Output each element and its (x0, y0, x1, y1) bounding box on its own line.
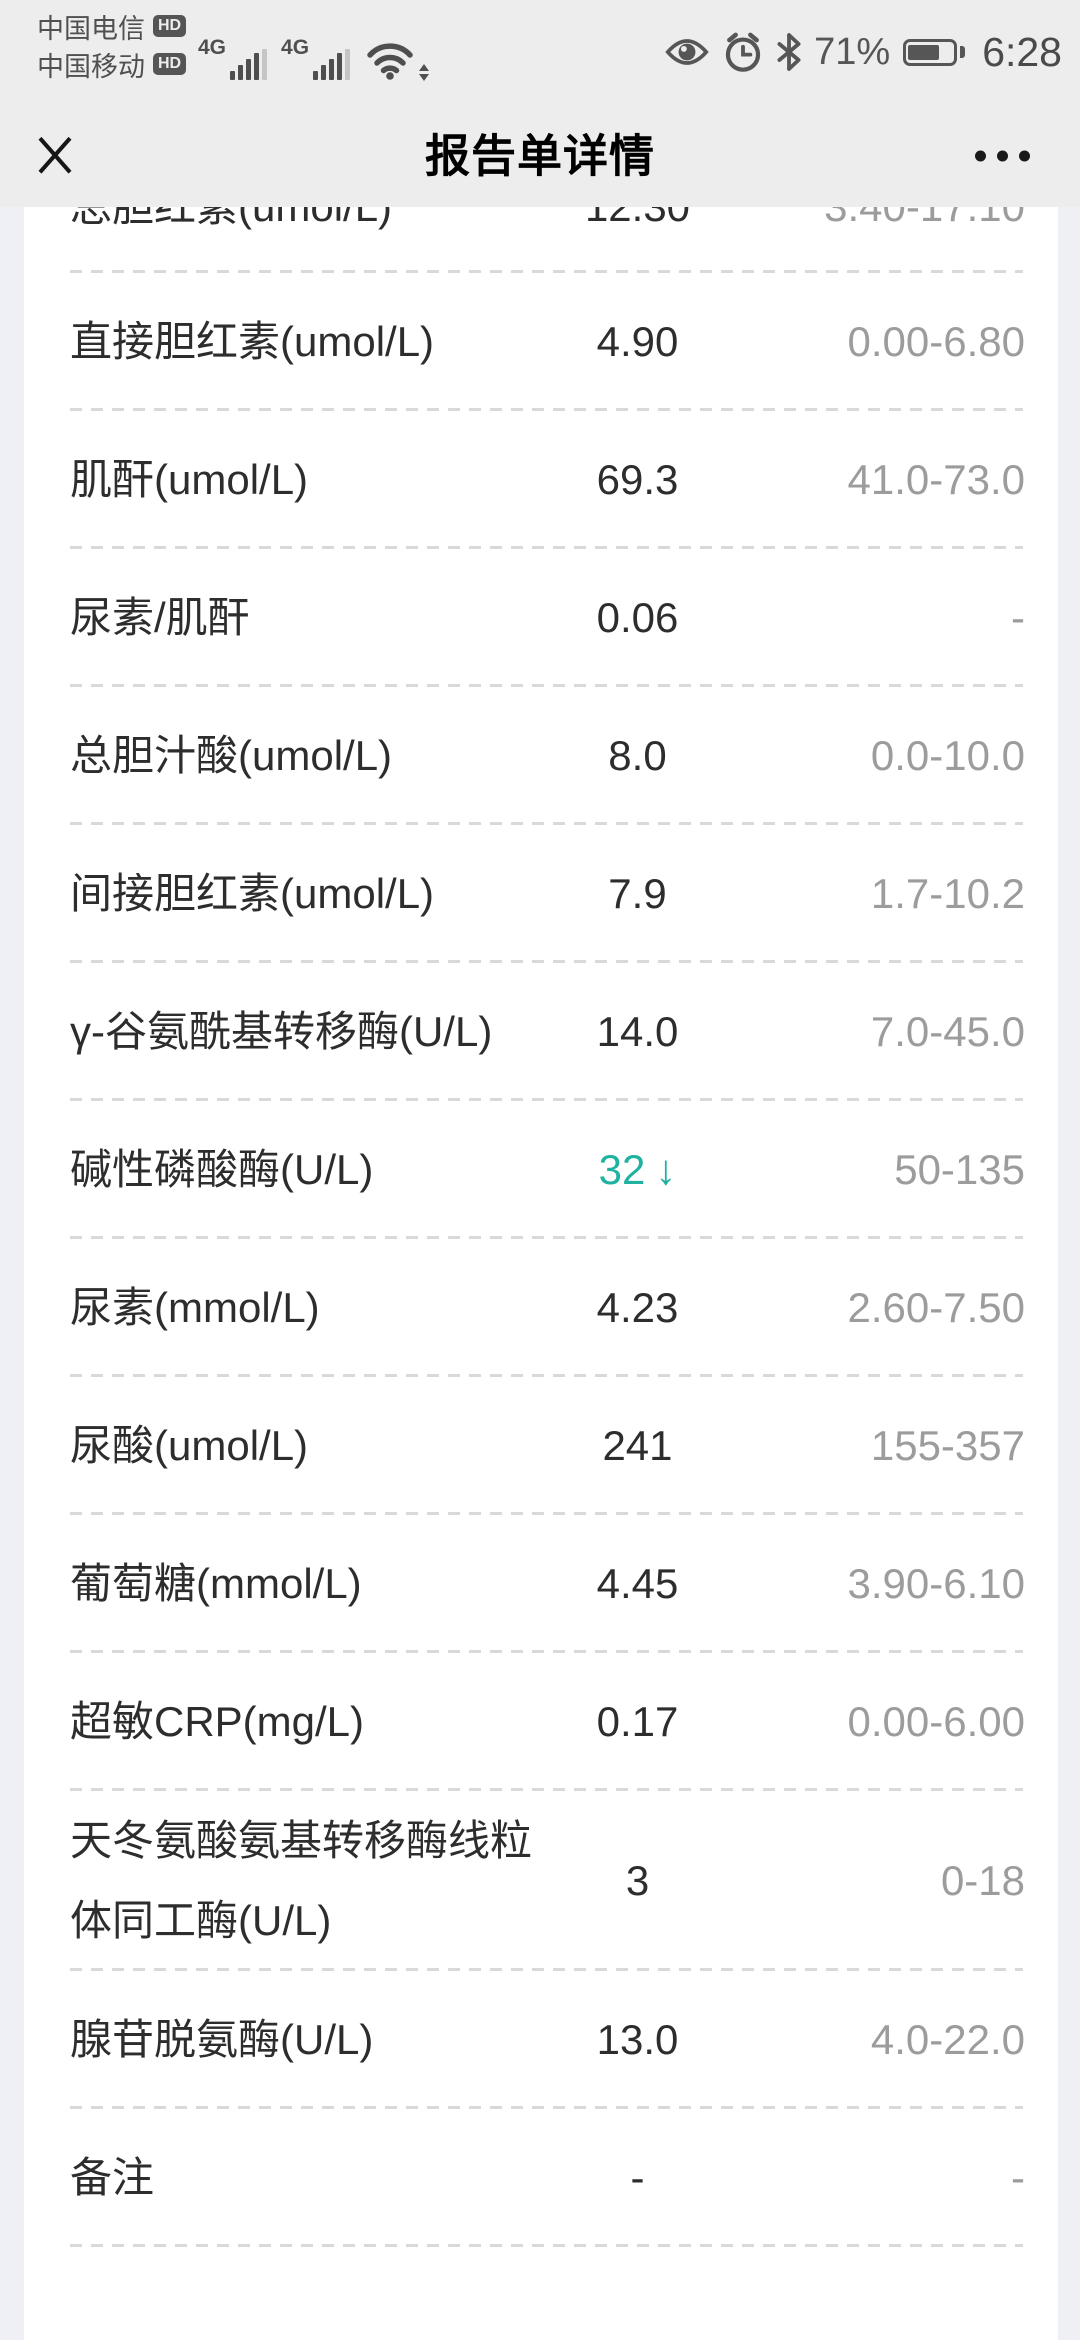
more-dots-icon[interactable] (975, 150, 1030, 161)
battery-percent: 71% (814, 30, 891, 73)
signal-cluster: 4G 4G (198, 24, 430, 81)
test-name: 肌酐(umol/L) (70, 456, 309, 503)
battery-icon (903, 38, 966, 66)
sim2-signal: 4G (281, 36, 351, 80)
reference-range: 0-18 (940, 1857, 1025, 1904)
test-name: 备注 (70, 2154, 155, 2201)
carrier-name: 中国电信 (37, 13, 145, 44)
page-title: 报告单详情 (424, 130, 655, 182)
test-value: 4.90 (596, 318, 679, 365)
test-value: 0.17 (596, 1698, 679, 1745)
test-value: 0.06 (596, 594, 679, 641)
test-value: 4.23 (596, 1284, 679, 1331)
lab-result-row: 直接胆红素(umol/L) 4.90 0.00-6.80 (70, 273, 1025, 411)
reference-range: 0.00-6.80 (847, 318, 1025, 365)
test-name: 天冬氨酸氨基转移酶线粒体同工酶(U/L) (70, 1817, 533, 1944)
lab-result-row: 肌酐(umol/L) 69.3 41.0-73.0 (70, 411, 1025, 549)
test-name: 腺苷脱氨酶(U/L) (70, 2016, 374, 2063)
down-arrow-icon: ↓ (655, 1146, 677, 1193)
signal-bars-icon (230, 49, 268, 80)
test-value: 8.0 (608, 732, 667, 779)
lab-result-row: 腺苷脱氨酶(U/L) 13.0 4.0-22.0 (70, 1971, 1025, 2109)
network-type-label: 4G (198, 36, 227, 59)
lab-result-row: 超敏CRP(mg/L) 0.17 0.00-6.00 (70, 1653, 1025, 1791)
status-bar: 中国电信 HD 中国移动 HD 4G 4G (0, 0, 1080, 104)
reference-range: 1.7-10.2 (870, 870, 1025, 917)
network-type-label: 4G (281, 36, 310, 59)
test-name: γ-谷氨酰基转移酶(U/L) (70, 1008, 493, 1055)
sim1-signal: 4G (198, 36, 268, 80)
test-name: 葡萄糖(mmol/L) (70, 1560, 362, 1607)
test-name: 碱性磷酸酶(U/L) (70, 1146, 374, 1193)
top-bar: 中国电信 HD 中国移动 HD 4G 4G (0, 0, 1080, 207)
eye-comfort-icon (665, 36, 709, 68)
close-icon[interactable] (35, 132, 75, 176)
wifi-direction-icon (418, 63, 430, 82)
lab-result-row: 备注 - - (70, 2109, 1025, 2247)
test-value: 3 (625, 1857, 650, 1904)
signal-bars-icon (313, 49, 351, 80)
test-name: 直接胆红素(umol/L) (70, 318, 435, 365)
carrier-labels: 中国电信 HD 中国移动 HD (37, 7, 187, 83)
lab-result-row: 葡萄糖(mmol/L) 4.45 3.90-6.10 (70, 1515, 1025, 1653)
reference-range: 0.00-6.00 (847, 1698, 1025, 1745)
test-value: - (630, 2154, 645, 2201)
reference-range: 2.60-7.50 (847, 1284, 1025, 1331)
lab-result-row: 间接胆红素(umol/L) 7.9 1.7-10.2 (70, 825, 1025, 963)
reference-range: - (1011, 594, 1025, 641)
test-name: 尿酸(umol/L) (70, 1422, 309, 1469)
status-time: 6:28 (982, 28, 1062, 75)
carrier-line-1: 中国电信 HD (37, 7, 187, 45)
reference-range: 0.0-10.0 (870, 732, 1025, 779)
test-name: 尿素/肌酐 (70, 594, 250, 641)
wifi-icon (366, 40, 430, 81)
reference-range: 3.90-6.10 (847, 1560, 1025, 1607)
test-value: 7.9 (608, 870, 667, 917)
reference-range: 41.0-73.0 (847, 456, 1025, 503)
lab-result-row: 总胆汁酸(umol/L) 8.0 0.0-10.0 (70, 687, 1025, 825)
report-card: 总胆红素(umol/L) 12.30 3.40-17.10 直接胆红素(umol… (24, 0, 1058, 2340)
test-name: 间接胆红素(umol/L) (70, 870, 435, 917)
hd-badge-icon: HD (153, 15, 187, 37)
carrier-line-2: 中国移动 HD (37, 45, 187, 83)
carrier-name: 中国移动 (37, 51, 145, 82)
lab-result-row: 尿酸(umol/L) 241 155-357 (70, 1377, 1025, 1515)
nav-bar: 报告单详情 (0, 104, 1080, 207)
hd-badge-icon: HD (153, 53, 187, 75)
bluetooth-icon (777, 33, 801, 71)
lab-result-row: 碱性磷酸酶(U/L) 32 ↓ 50-135 (70, 1101, 1025, 1239)
test-value: 32 ↓ (598, 1146, 677, 1193)
status-right-cluster: 71% 6:28 (665, 0, 1062, 104)
reference-range: 155-357 (870, 1422, 1025, 1469)
test-value: 14.0 (596, 1008, 679, 1055)
lab-result-row: 天冬氨酸氨基转移酶线粒体同工酶(U/L) 3 0-18 (70, 1791, 1025, 1971)
reference-range: 50-135 (894, 1146, 1025, 1193)
test-name: 尿素(mmol/L) (70, 1284, 320, 1331)
lab-result-row: 尿素/肌酐 0.06 - (70, 549, 1025, 687)
test-name: 总胆汁酸(umol/L) (70, 732, 393, 779)
test-value: 241 (602, 1422, 673, 1469)
test-value: 13.0 (596, 2016, 679, 2063)
lab-results-list: 总胆红素(umol/L) 12.30 3.40-17.10 直接胆红素(umol… (24, 0, 1058, 2247)
test-value: 69.3 (596, 456, 679, 503)
alarm-clock-icon (722, 31, 764, 73)
test-name: 超敏CRP(mg/L) (70, 1698, 365, 1745)
test-value: 4.45 (596, 1560, 679, 1607)
lab-result-row: γ-谷氨酰基转移酶(U/L) 14.0 7.0-45.0 (70, 963, 1025, 1101)
reference-range: - (1011, 2154, 1025, 2201)
reference-range: 4.0-22.0 (870, 2016, 1025, 2063)
lab-result-row: 尿素(mmol/L) 4.23 2.60-7.50 (70, 1239, 1025, 1377)
reference-range: 7.0-45.0 (870, 1008, 1025, 1055)
